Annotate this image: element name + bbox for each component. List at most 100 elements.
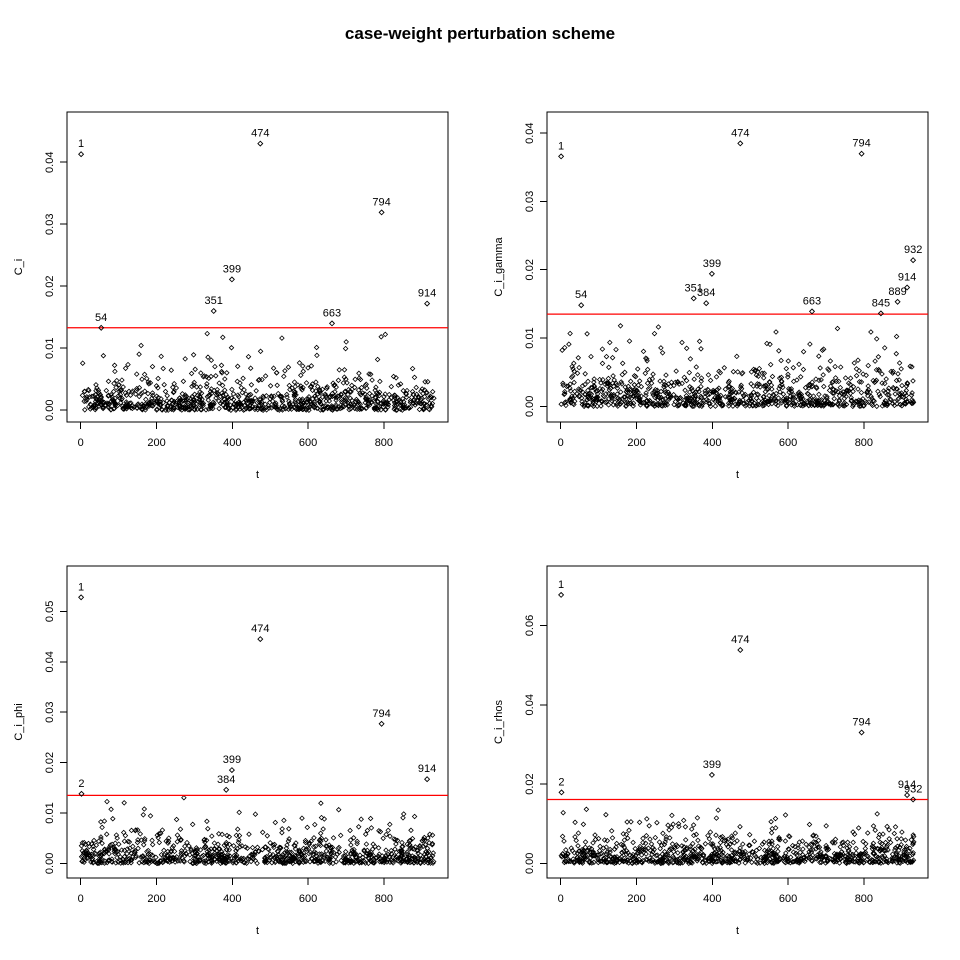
x-tick-label: 800	[375, 437, 393, 449]
y-tick-label: 0.01	[44, 802, 56, 823]
outlier-label: 399	[223, 754, 241, 766]
outlier-label: 399	[703, 258, 721, 270]
panel-c-i-phi: 0 200 400 600 800 t 0.00 0.01 0.02 0.03 0.04 0.05 C_…	[13, 565, 449, 937]
outlier-label: 384	[697, 287, 715, 299]
outlier-label: 1	[558, 140, 564, 152]
x-tick-label: 0	[558, 437, 564, 449]
outlier-label: 399	[223, 263, 241, 275]
outlier-label: 1	[78, 581, 84, 593]
panel-c-i-gamma: 0 200 400 600 800 t 0.00 0.01 0.02 0.03 0.04 C_i_ga…	[493, 111, 929, 481]
y-tick-label: 0.01	[524, 327, 536, 348]
y-tick-label: 0.03	[44, 214, 56, 235]
x-tick-label: 0	[558, 893, 564, 905]
x-tick-label: 800	[855, 437, 873, 449]
outlier-point	[558, 789, 565, 796]
outlier-point	[78, 594, 85, 601]
x-tick-label: 200	[147, 437, 165, 449]
outlier-label: 663	[803, 295, 821, 307]
y-axis: 0.00 0.01 0.02 0.03 0.04	[44, 152, 67, 421]
outlier-label: 474	[251, 128, 269, 140]
x-axis: 0 200 400 600 800	[78, 422, 393, 449]
x-tick-label: 0	[78, 893, 84, 905]
y-axis: 0.00 0.01 0.02 0.03 0.04	[524, 122, 547, 417]
y-tick-label: 0.02	[524, 773, 536, 794]
y-axis-label: C_i	[13, 259, 25, 276]
y-tick-label: 0.04	[44, 152, 56, 173]
outlier-point	[737, 646, 744, 654]
outlier-label: 351	[685, 282, 703, 294]
outlier-label: 914	[898, 271, 916, 283]
outlier-label: 1	[558, 579, 564, 591]
x-tick-label: 400	[703, 893, 721, 905]
outlier-label: 914	[418, 763, 436, 775]
plot-box	[66, 111, 449, 423]
x-tick-label: 600	[779, 437, 797, 449]
y-axis: 0.00 0.02 0.04 0.06	[524, 615, 547, 874]
x-tick-label: 600	[299, 893, 317, 905]
y-tick-label: 0.04	[524, 694, 536, 715]
y-tick-label: 0.02	[44, 276, 56, 297]
outlier-label: 474	[731, 127, 749, 139]
outlier-point	[558, 591, 565, 598]
outlier-label: 932	[904, 784, 922, 796]
outlier-point	[257, 140, 264, 147]
outlier-point	[858, 729, 865, 736]
outlier-point	[904, 284, 911, 291]
y-tick-label: 0.02	[524, 259, 536, 280]
x-axis: 0 200 400 600 800	[78, 878, 393, 905]
outlier-point	[210, 307, 217, 315]
outlier-point	[257, 636, 264, 643]
outlier-point	[98, 324, 105, 331]
outlier-label: 351	[205, 295, 223, 307]
outlier-label: 663	[323, 307, 341, 319]
outlier-point	[703, 300, 710, 307]
outlier-point	[910, 796, 917, 803]
x-tick-label: 400	[223, 437, 241, 449]
scatter-cloud	[79, 330, 437, 413]
plot-box	[546, 565, 929, 879]
x-axis: 0 200 400 600 800	[558, 878, 873, 905]
x-axis-label: t	[256, 925, 259, 937]
y-tick-label: 0.00	[44, 400, 56, 421]
x-axis-label: t	[736, 469, 739, 481]
x-tick-label: 200	[627, 893, 645, 905]
y-tick-label: 0.04	[44, 651, 56, 672]
outlier-point	[378, 720, 385, 727]
x-tick-label: 0	[78, 437, 84, 449]
outlier-point	[737, 140, 744, 147]
x-axis-label: t	[736, 925, 739, 937]
y-axis-label: C_i_rhos	[493, 699, 505, 744]
scatter-cloud	[558, 806, 917, 867]
x-tick-label: 200	[147, 893, 165, 905]
outlier-point	[223, 786, 230, 793]
outlier-label: 845	[872, 297, 890, 309]
outlier-point	[708, 771, 715, 778]
scatter-cloud	[558, 323, 917, 410]
outlier-point	[877, 310, 884, 317]
y-tick-label: 0.03	[44, 701, 56, 722]
labeled-outliers: 1 54 351 399 474 663 794 914	[78, 128, 436, 331]
y-tick-label: 0.00	[524, 396, 536, 417]
y-axis: 0.00 0.01 0.02 0.03 0.04 0.05	[44, 601, 67, 874]
outlier-point	[858, 150, 865, 157]
panel-c-i-rhos: 0 200 400 600 800 t 0.00 0.02 0.04 0.06 C_i_rhos 1 2…	[493, 565, 929, 937]
outlier-label: 474	[731, 634, 749, 646]
outlier-point	[424, 776, 431, 783]
outlier-label: 399	[703, 759, 721, 771]
outlier-label: 914	[898, 779, 916, 791]
y-tick-label: 0.06	[524, 615, 536, 636]
x-tick-label: 600	[779, 893, 797, 905]
outlier-label: 794	[372, 196, 390, 208]
x-tick-label: 400	[223, 893, 241, 905]
outlier-label: 474	[251, 623, 269, 635]
plot-box	[546, 111, 929, 423]
outlier-label: 794	[852, 138, 870, 150]
outlier-label: 794	[852, 717, 870, 729]
y-tick-label: 0.03	[524, 191, 536, 212]
outlier-point	[328, 320, 336, 327]
x-tick-label: 400	[703, 437, 721, 449]
outlier-label: 54	[575, 289, 587, 301]
y-tick-label: 0.04	[524, 122, 536, 143]
outlier-point	[228, 767, 235, 774]
